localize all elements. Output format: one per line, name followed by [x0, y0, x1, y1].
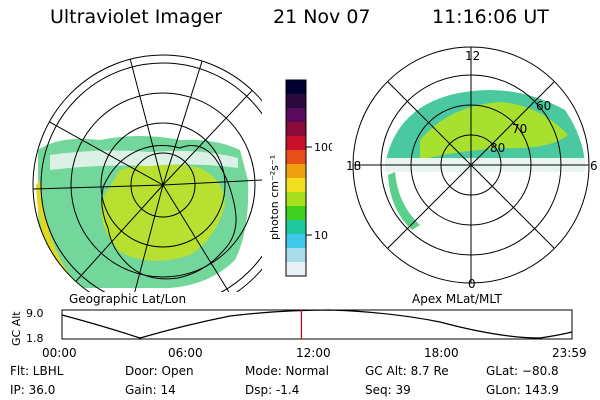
altitude-curve [61, 309, 573, 339]
time-tick-1200: 12:00 [296, 346, 331, 360]
colorbar-segment [286, 80, 306, 95]
gc-alt-info: GC Alt: 8.7 Re [365, 364, 449, 378]
colorbar-segment [286, 136, 306, 151]
filter-info: Flt: LBHL [10, 364, 64, 378]
colorbar-segment [286, 206, 306, 221]
altitude-plot: GC Alt 9.0 1.8 00:00 06:00 12:00 18:00 2… [10, 307, 587, 360]
colorbar-segment [286, 234, 306, 249]
colorbar-segment [286, 122, 306, 137]
instrument-title: Ultraviolet Imager [50, 6, 223, 28]
gain-info: Gain: 14 [125, 383, 176, 397]
time-tick-0600: 06:00 [168, 346, 203, 360]
altitude-ylabel: GC Alt [10, 311, 23, 346]
magnetic-caption: Apex MLat/MLT [412, 292, 502, 306]
mlat-label-70: 70 [512, 122, 527, 136]
dsp-info: Dsp: -1.4 [245, 383, 300, 397]
observation-time: 11:16:06 UT [432, 6, 549, 28]
mlat-label-60: 60 [536, 99, 551, 113]
altitude-ytick-high: 9.0 [26, 307, 44, 320]
colorbar-segment [286, 220, 306, 235]
mode-info: Mode: Normal [245, 364, 329, 378]
time-tick-1800: 18:00 [424, 346, 459, 360]
time-tick-0000: 00:00 [42, 346, 77, 360]
colorbar-unit: photon cm⁻²s⁻¹ [268, 155, 281, 240]
mlat-label-80: 80 [490, 141, 505, 155]
emission-core [101, 163, 225, 261]
colorbar-segment [286, 192, 306, 207]
seq-info: Seq: 39 [365, 383, 411, 397]
geographic-map [32, 54, 262, 292]
colorbar-segment [286, 178, 306, 193]
colorbar-segment [286, 262, 306, 277]
oval-bright [420, 102, 568, 160]
magnetic-map: 12 6 0 18 60 70 80 [346, 46, 598, 290]
colorbar-segment [286, 164, 306, 179]
mlt-label-noon: 12 [465, 49, 480, 63]
glat-info: GLat: −80.8 [486, 364, 559, 378]
geographic-caption: Geographic Lat/Lon [69, 292, 187, 306]
time-tick-2359: 23:59 [552, 346, 587, 360]
altitude-ytick-low: 1.8 [26, 332, 44, 345]
colorbar-segment [286, 108, 306, 123]
colorbar-segment [286, 94, 306, 109]
ip-info: IP: 36.0 [10, 383, 56, 397]
colorbar-segment [286, 248, 306, 263]
colorbar-segment [286, 150, 306, 165]
colorbar-tick-100: 100 [314, 141, 332, 154]
oval-arc [388, 172, 420, 230]
mlt-label-dawn: 6 [590, 159, 598, 173]
mlt-label-midnight: 0 [468, 277, 476, 290]
door-info: Door: Open [125, 364, 194, 378]
observation-date: 21 Nov 07 [273, 6, 371, 28]
colorbar: 100 10 photon cm⁻²s⁻¹ [268, 79, 332, 277]
colorbar-tick-10: 10 [314, 229, 328, 242]
glon-info: GLon: 143.9 [486, 383, 559, 397]
mlt-label-dusk: 18 [346, 159, 361, 173]
